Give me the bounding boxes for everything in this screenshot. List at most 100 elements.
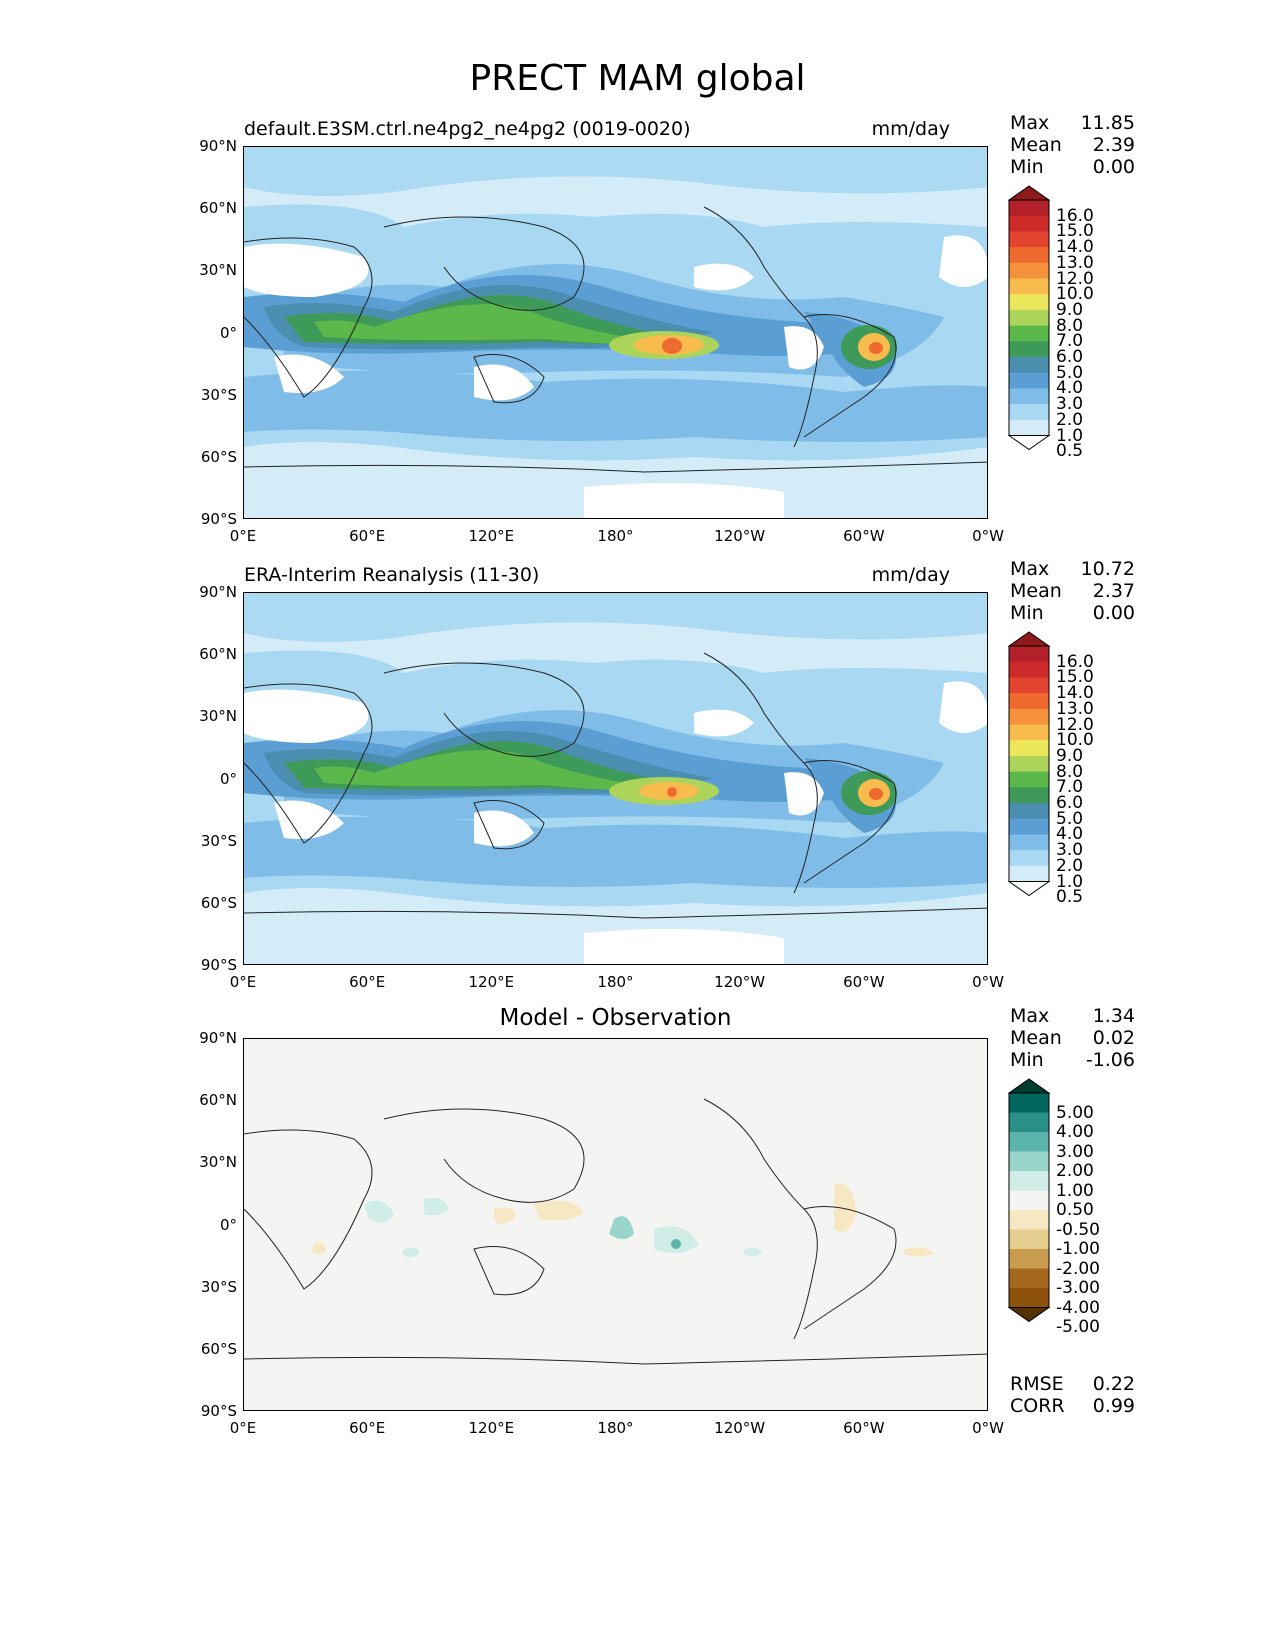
panel2-units: mm/day — [871, 564, 950, 586]
colorbar-segment — [1009, 1249, 1049, 1269]
colorbar-extend-bottom — [1007, 1307, 1051, 1323]
lat-tick-label: 30°S — [200, 385, 237, 404]
colorbar-segment — [1009, 834, 1049, 851]
colorbar-segment — [1009, 677, 1049, 694]
stat-value: -1.06 — [1085, 1049, 1135, 1071]
stat-value: 2.39 — [1092, 134, 1135, 156]
colorbar-segment — [1009, 1132, 1049, 1152]
colorbar-tick-label: 15.0 — [1056, 221, 1094, 242]
colorbar-extend-top — [1007, 1078, 1051, 1094]
diff-field — [244, 1039, 987, 1410]
stat-label: Mean — [1010, 580, 1062, 602]
colorbar-tick-label: 5.0 — [1056, 808, 1084, 829]
lat-tick-label: 60°N — [199, 199, 237, 218]
stat-label: Min — [1010, 1049, 1044, 1071]
colorbar-tick-label: -0.50 — [1056, 1219, 1100, 1240]
colorbar-tick-label: 5.00 — [1056, 1102, 1094, 1123]
colorbar-tick-label: 8.0 — [1056, 315, 1084, 336]
colorbar-tick-label: -1.00 — [1056, 1239, 1100, 1259]
lon-tick-label: 180° — [597, 973, 634, 991]
lat-tick-label: 90°S — [200, 510, 237, 528]
colorbar-graphic — [1007, 1078, 1051, 1323]
colorbar-tick-label: 6.0 — [1056, 347, 1084, 367]
lon-tick-label: 120°W — [714, 973, 766, 991]
lon-tick-label: 180° — [597, 1419, 634, 1437]
lat-tick-label: 30°N — [199, 261, 237, 280]
colorbar-tick-label: -2.00 — [1056, 1258, 1100, 1279]
colorbar-segment — [1009, 262, 1049, 279]
colorbar-segment — [1009, 740, 1049, 757]
panel3-stats: Max 1.34 Mean 0.02 Min -1.06 — [1010, 1005, 1135, 1071]
colorbar-tick-label: 4.0 — [1056, 824, 1084, 845]
colorbar-segment — [1009, 1288, 1049, 1308]
colorbar-tick-label: 16.0 — [1056, 651, 1094, 672]
model-map — [243, 146, 988, 519]
colorbar-tick-label: 8.0 — [1056, 761, 1084, 782]
colorbar-tick-label: 6.0 — [1056, 793, 1084, 813]
stat-label: Min — [1010, 602, 1044, 624]
lat-tick-label: 60°S — [200, 447, 237, 466]
colorbar-segment — [1009, 215, 1049, 232]
colorbar-tick-label: 10.0 — [1056, 730, 1094, 751]
stat-value: 0.00 — [1092, 602, 1135, 624]
stat-value: 11.85 — [1080, 112, 1135, 134]
obs-map — [243, 592, 988, 965]
colorbar-segment — [1009, 1190, 1049, 1211]
colorbar-segment — [1009, 661, 1049, 678]
stat-label: Max — [1010, 558, 1050, 580]
stat-label: Max — [1010, 1005, 1050, 1027]
lat-tick-label: 60°N — [199, 1091, 237, 1110]
colorbar-segment — [1009, 693, 1049, 710]
colorbar-segment — [1009, 325, 1049, 342]
lon-tick-label: 60°E — [349, 973, 386, 991]
colorbar-segment — [1009, 818, 1049, 835]
lat-tick-label: 90°N — [199, 583, 237, 601]
stat-value: 10.72 — [1080, 558, 1135, 580]
colorbar-tick-label: 9.0 — [1056, 745, 1084, 766]
panel3-title: Model - Observation — [499, 1005, 732, 1031]
colorbar-segment — [1009, 309, 1049, 327]
lon-tick-label: 0°E — [229, 973, 257, 991]
lon-tick-label: 60°W — [843, 973, 885, 991]
lat-tick-label: 90°N — [199, 137, 237, 155]
stat-value: 0.00 — [1092, 156, 1135, 178]
panel2-title: ERA-Interim Reanalysis (11-30) — [244, 564, 540, 586]
colorbar-segment — [1009, 850, 1049, 867]
colorbar-tick-label: 13.0 — [1056, 252, 1094, 273]
lat-tick-label: 60°N — [199, 645, 237, 664]
colorbar-segment — [1009, 1171, 1049, 1191]
panel2-stats: Max 10.72 Mean 2.37 Min 0.00 — [1010, 558, 1135, 624]
lon-tick-label: 0°W — [972, 973, 1004, 991]
colorbar-tick-label: 13.0 — [1056, 698, 1094, 719]
colorbar-segment — [1009, 724, 1049, 741]
colorbar-segment — [1009, 787, 1049, 804]
colorbar-tick-label: -3.00 — [1056, 1278, 1100, 1298]
colorbar-segment — [1009, 404, 1049, 421]
lon-tick-label: 120°W — [714, 1419, 766, 1437]
colorbar-tick-label: 0.5 — [1056, 887, 1084, 908]
colorbar-segment — [1009, 341, 1049, 358]
panel3-extra-stats: RMSE 0.22 CORR 0.99 — [1010, 1373, 1135, 1417]
stat-label: Mean — [1010, 1027, 1062, 1049]
colorbar-tick-label: 7.0 — [1056, 331, 1084, 352]
colorbar-tick-label: 0.50 — [1056, 1200, 1094, 1220]
colorbar-segment — [1009, 200, 1049, 217]
colorbar-tick-label: 15.0 — [1056, 667, 1094, 688]
stat-value: 2.37 — [1092, 580, 1135, 602]
stat-value: 0.02 — [1092, 1027, 1135, 1049]
stat-label: Min — [1010, 156, 1044, 178]
stat-label: CORR — [1010, 1395, 1065, 1417]
colorbar-segment — [1009, 278, 1049, 295]
lon-tick-label: 120°E — [468, 1419, 515, 1437]
lon-tick-label: 60°E — [349, 527, 386, 545]
colorbar-segment — [1009, 803, 1049, 820]
colorbar-tick-label: 3.0 — [1056, 394, 1084, 415]
colorbar-graphic — [1007, 631, 1051, 897]
colorbar-segment — [1009, 357, 1049, 374]
lon-tick-label: 60°E — [349, 1419, 386, 1437]
colorbar-tick-label: 7.0 — [1056, 777, 1084, 798]
lat-tick-label: 60°S — [200, 1339, 237, 1358]
lon-tick-label: 0°W — [972, 527, 1004, 545]
colorbar-tick-label: 4.00 — [1056, 1122, 1094, 1142]
lon-tick-label: 0°E — [229, 1419, 257, 1437]
